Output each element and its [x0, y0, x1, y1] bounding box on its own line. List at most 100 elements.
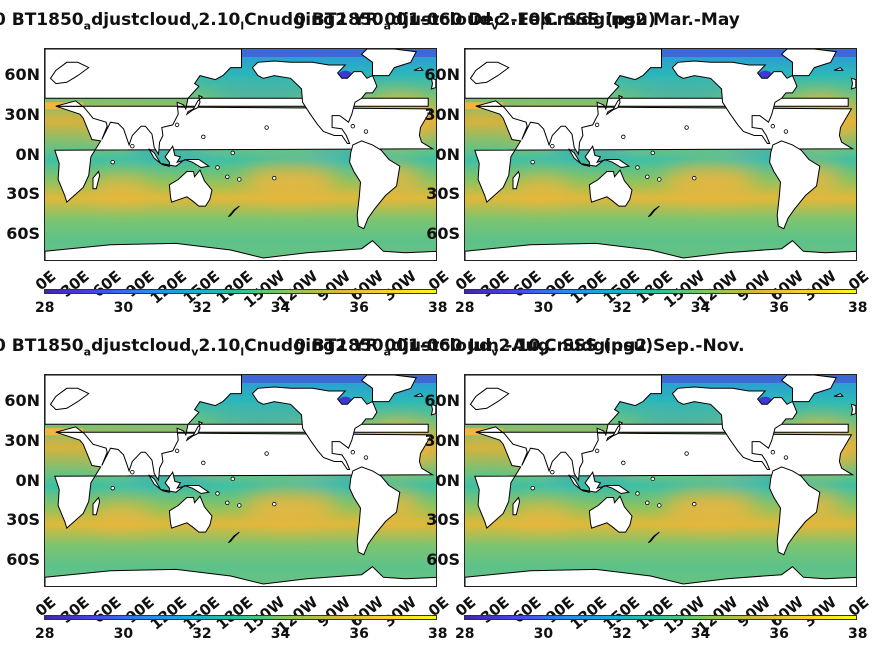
island	[237, 177, 242, 182]
island	[645, 500, 650, 505]
panel-title: 0 BT1850adjustcloudv2.10lCnudging2 YR 00…	[0, 336, 653, 358]
lon-label: 90W	[314, 593, 355, 631]
land-uk	[430, 403, 436, 416]
land-japan	[605, 420, 624, 442]
colorbar-tick-label: 28	[455, 300, 475, 316]
island	[201, 134, 206, 140]
lat-label: 30N	[424, 104, 460, 124]
land-greenland	[780, 49, 837, 77]
title-subscript: v	[191, 345, 199, 359]
lat-label: 60N	[4, 390, 40, 410]
colorbar-tick-label: 30	[113, 300, 134, 316]
island	[550, 143, 555, 149]
island	[174, 448, 180, 454]
land-uk	[850, 77, 856, 90]
land-madagascar	[92, 170, 101, 190]
lon-label: 90W	[314, 267, 355, 305]
land-iceland	[833, 66, 844, 71]
island	[110, 485, 115, 491]
colorbar-tick-label: 36	[769, 626, 789, 642]
land-uk	[430, 77, 436, 90]
lon-label: 30W	[379, 593, 420, 631]
lat-label: 60S	[426, 224, 460, 244]
island	[770, 450, 776, 455]
lat-label: 30S	[6, 510, 40, 530]
landmasses	[45, 49, 436, 260]
map-frame	[44, 48, 437, 261]
lon-label: 30W	[379, 267, 420, 305]
title-subscript: a	[83, 19, 92, 33]
land-australia	[168, 495, 213, 533]
land-iceland	[413, 66, 424, 71]
island	[225, 174, 230, 179]
lat-label: 0N	[435, 144, 460, 164]
title-text: djustcloud	[391, 336, 492, 356]
island	[635, 165, 640, 170]
lat-label: 0N	[15, 470, 40, 490]
land-antarctica	[465, 240, 856, 260]
lon-label: 120E	[567, 267, 611, 308]
island	[770, 124, 776, 129]
colorbar-tick-label: 38	[428, 626, 448, 642]
colorbar	[44, 289, 437, 294]
title-text: 0 BT1850	[294, 10, 384, 30]
island	[692, 501, 697, 507]
landmasses	[465, 49, 856, 260]
colorbar-tick-label: 38	[848, 300, 868, 316]
land-southamerica	[769, 140, 821, 230]
lat-label: 30S	[426, 510, 460, 530]
lat-label: 60N	[4, 64, 40, 84]
colorbar-tick-label: 36	[349, 300, 369, 316]
island	[783, 455, 789, 460]
map-panel-1: 0 BT1850adjustcloudv2.10lCnudging2 YR 00…	[0, 10, 656, 316]
land-eurasia	[45, 375, 429, 482]
land-australia	[588, 495, 633, 533]
colorbar	[464, 615, 857, 620]
colorbar-tick-label: 34	[690, 300, 711, 316]
map-frame	[44, 374, 437, 587]
colorbar-tick-label: 32	[612, 626, 632, 642]
colorbar-tick-label: 38	[428, 300, 448, 316]
land-australia	[588, 169, 633, 207]
lon-label: 30W	[799, 267, 840, 305]
land-uk	[850, 403, 856, 416]
colorbar-tick-label: 34	[270, 300, 291, 316]
title-text: djustcloud	[91, 336, 192, 356]
colorbar-tick-label: 36	[349, 626, 369, 642]
colorbar-tick-label: 30	[113, 626, 134, 642]
island	[264, 451, 269, 456]
land-southamerica	[769, 466, 821, 556]
salinity-map	[45, 375, 436, 586]
lon-label: 60E	[89, 593, 126, 627]
land-greenland	[360, 49, 417, 77]
colorbar-tick-label: 28	[35, 626, 55, 642]
island	[363, 129, 369, 134]
island	[230, 476, 235, 482]
island	[550, 469, 555, 475]
salinity-map	[45, 49, 436, 260]
island	[594, 122, 600, 128]
map-panel-2: 0 BT1850adjustcloudv2.10lCnudging2 Mar.-…	[294, 10, 873, 316]
lat-label: 30S	[6, 184, 40, 204]
title-text: djustcloud	[391, 10, 492, 30]
salinity-map	[465, 49, 856, 260]
land-indonesia	[148, 471, 211, 495]
colorbar-tick-label: 30	[533, 626, 554, 642]
lat-label: 60S	[6, 224, 40, 244]
island	[215, 491, 220, 496]
land-southamerica	[349, 466, 401, 556]
land-nz	[648, 205, 660, 218]
colorbar-tick-label: 32	[192, 300, 212, 316]
lon-label: 120E	[147, 593, 191, 634]
title-text: djustcloud	[91, 10, 192, 30]
lon-label: 30E	[476, 593, 513, 627]
land-eurasia	[45, 49, 429, 156]
island	[130, 469, 135, 475]
salinity-map	[465, 375, 856, 586]
island	[650, 476, 655, 482]
island	[130, 143, 135, 149]
lon-label: 120E	[147, 267, 191, 308]
title-subscript: l	[540, 345, 545, 359]
title-text: 0 BT1850	[0, 336, 84, 356]
island	[594, 448, 600, 454]
